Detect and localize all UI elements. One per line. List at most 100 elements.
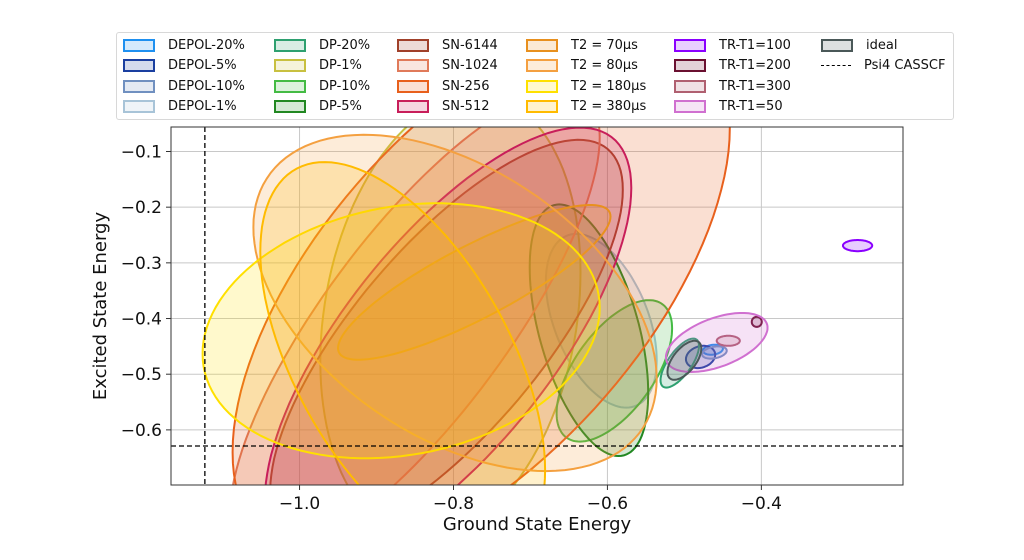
legend-label: TR-T1=100 [719,37,791,53]
legend-item: DEPOL-10% [123,76,245,96]
legend-swatch [526,99,558,113]
legend-label: SN-256 [442,78,490,94]
ellipse-sn-256 [231,127,731,485]
legend-item: TR-T1=50 [674,96,783,116]
legend-swatch [674,79,706,93]
legend-item: DEPOL-1% [123,96,237,116]
legend-swatch [123,58,155,72]
legend-label: DP-10% [319,78,371,94]
legend-item: TR-T1=200 [674,55,791,75]
ellipse-dp-20- [659,337,700,389]
legend-label: SN-6144 [442,37,498,53]
y-tick-label: −0.6 [121,421,162,441]
legend-label: SN-1024 [442,57,498,73]
legend-item: DP-10% [274,76,370,96]
legend-label: T2 = 70µs [571,37,638,53]
ellipse-tr-t1-100 [842,239,874,253]
legend-label: TR-T1=200 [719,57,791,73]
legend-item: DEPOL-5% [123,55,237,75]
y-tick-label: −0.3 [121,254,162,274]
legend-label: TR-T1=50 [719,98,783,114]
legend-label: DEPOL-1% [168,98,237,114]
legend-item: ideal [821,35,897,55]
legend-item: DP-1% [274,55,362,75]
ellipse-t2-380-s [259,161,547,485]
y-axis-label: Excited State Energy [90,212,111,401]
legend-swatch [674,58,706,72]
legend-label: Psi4 CASSCF [864,57,946,73]
legend-swatch [526,79,558,93]
legend-item: TR-T1=100 [674,35,791,55]
legend-item: T2 = 180µs [526,76,646,96]
ellipse-sn-512 [264,127,633,485]
legend-item: T2 = 80µs [526,55,638,75]
legend-label: DEPOL-5% [168,57,237,73]
legend-item: SN-1024 [397,55,498,75]
legend-item: TR-T1=300 [674,76,791,96]
legend-swatch [123,79,155,93]
reference-lines [171,127,903,485]
x-tick-label: −0.6 [587,494,628,514]
legend-label: ideal [866,37,898,53]
legend-label: T2 = 380µs [571,98,647,114]
x-tick-label: −0.4 [741,494,782,514]
legend-item: SN-6144 [397,35,498,55]
ellipses [201,127,874,485]
legend-item: DP-20% [274,35,370,55]
x-tick-label: −1.0 [279,494,320,514]
ellipse-t2-80-s [252,133,658,473]
x-tick-label: −0.8 [433,494,474,514]
ellipse-tr-t1-50 [664,312,769,374]
legend-swatch [397,58,429,72]
legend-label: DEPOL-20% [168,37,245,53]
axes-frame [170,126,904,486]
ellipse-tr-t1-200 [750,315,763,328]
legend-label: DP-1% [319,57,362,73]
legend-label: T2 = 180µs [571,78,647,94]
legend-item: Psi4 CASSCF [821,55,945,75]
legend: DEPOL-20% DEPOL-5% DEPOL-10% DEPOL-1% DP-20%… [116,32,954,120]
legend-label: DEPOL-10% [168,78,245,94]
legend-item: DP-5% [274,96,362,116]
legend-label: TR-T1=300 [719,78,791,94]
ellipse-sn-1024 [231,127,601,485]
legend-swatch [526,38,558,52]
legend-label: DP-20% [319,37,371,53]
legend-swatch [397,99,429,113]
legend-item: T2 = 70µs [526,35,638,55]
legend-label: SN-512 [442,98,490,114]
legend-dashed-line [821,64,851,66]
legend-item: T2 = 380µs [526,96,646,116]
grid [171,127,903,485]
ellipse-depol-10- [701,345,728,360]
legend-swatch [123,99,155,113]
y-tick-label: −0.2 [121,198,162,218]
y-tick-label: −0.4 [121,310,162,330]
legend-swatch [274,79,306,93]
legend-swatch [274,58,306,72]
legend-swatch [674,99,706,113]
legend-swatch [526,58,558,72]
legend-swatch [274,99,306,113]
legend-label: T2 = 80µs [571,57,638,73]
x-axis-label: Ground State Energy [443,514,632,535]
legend-item: DEPOL-20% [123,35,245,55]
ellipse-t2-180-s [201,202,601,460]
legend-item: SN-512 [397,96,489,116]
legend-swatch [674,38,706,52]
ellipse-t2-70-s [336,204,612,361]
y-tick-label: −0.1 [121,142,162,162]
ellipse-ideal [666,339,703,381]
ellipse-tr-t1-300 [715,334,741,347]
legend-swatch [274,38,306,52]
legend-label: DP-5% [319,98,362,114]
legend-swatch [123,38,155,52]
legend-swatch [397,79,429,93]
y-tick-label: −0.5 [121,365,162,385]
ellipse-dp-10- [555,299,674,443]
ticks: −1.0 −0.8 −0.6 −0.4 −0.1 −0.2 −0.3 −0.4 −0.5 −0.6 [121,142,782,514]
legend-swatch [821,38,853,52]
legend-swatch [397,38,429,52]
legend-item: SN-256 [397,76,489,96]
